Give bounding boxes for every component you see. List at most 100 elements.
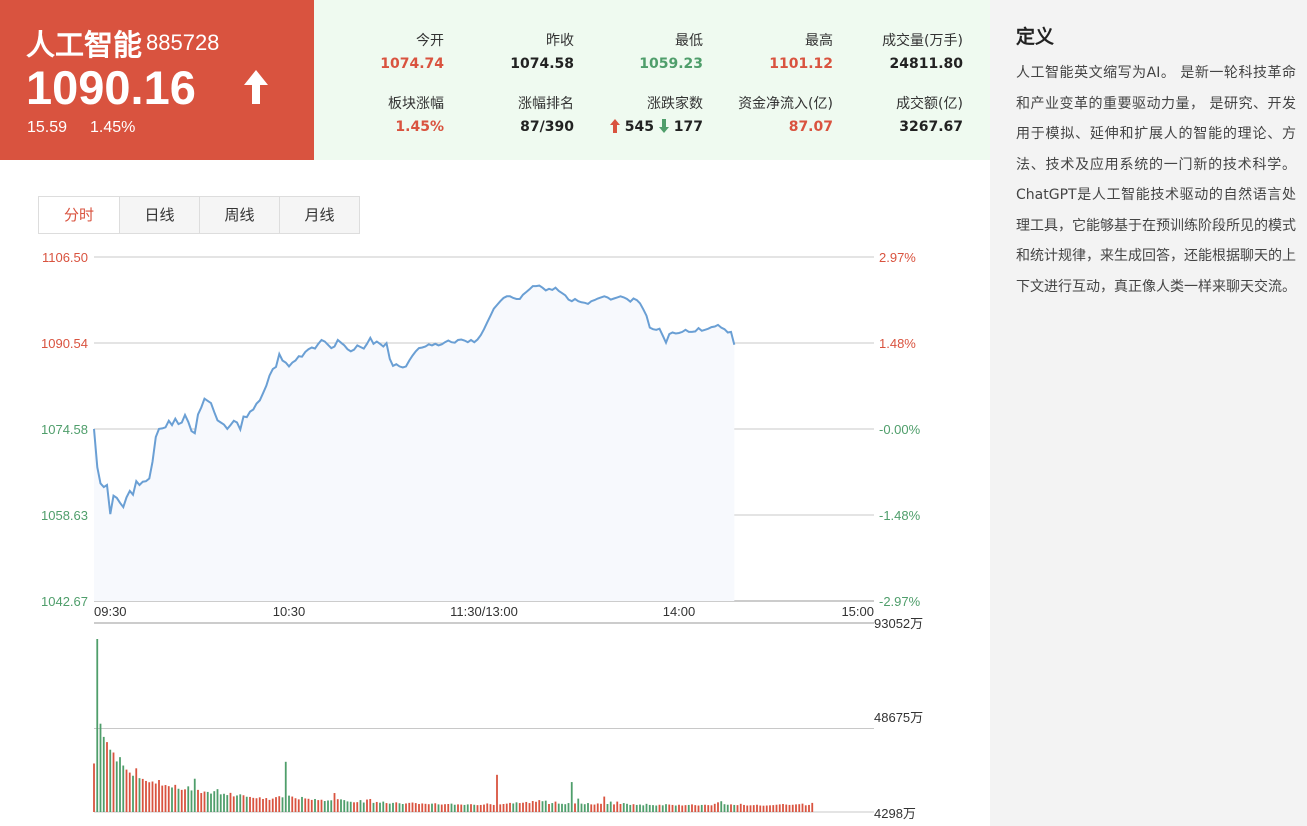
volume-bar — [535, 801, 537, 812]
volume-bar — [323, 801, 326, 812]
volume-bar — [463, 804, 466, 812]
volume-bar — [626, 803, 628, 812]
volume-bar — [307, 798, 310, 812]
volume-bar — [541, 801, 544, 812]
volume-bar — [596, 803, 599, 812]
pct-tick-label: -1.48% — [879, 508, 921, 523]
stat-label: 涨跌家数 — [647, 96, 703, 112]
volume-bar — [262, 798, 264, 812]
volume-bar — [707, 805, 710, 812]
stat-label: 昨收 — [546, 33, 574, 49]
volume-bar — [681, 805, 684, 812]
volume-bar — [112, 752, 115, 812]
volume-bar — [284, 761, 287, 812]
volume-bar — [297, 799, 300, 812]
volume-bar — [775, 804, 778, 812]
volume-bar — [642, 805, 645, 812]
volume-bar — [245, 796, 248, 812]
volume-bars — [93, 639, 814, 812]
volume-bar — [525, 801, 528, 812]
volume-bar — [128, 772, 131, 812]
tab-daily[interactable]: 日线 — [119, 197, 199, 233]
volume-bar — [219, 794, 222, 812]
price-change: 15.59 — [27, 119, 68, 136]
volume-bar — [704, 804, 706, 812]
volume-bar — [93, 763, 95, 812]
volume-bar — [778, 804, 781, 812]
volume-bar — [671, 804, 674, 812]
volume-bar — [210, 793, 212, 812]
volume-bar — [479, 804, 482, 812]
stat-advance-decline: 涨跌家数 545 177 — [543, 93, 703, 135]
volume-bar — [788, 804, 791, 812]
volume-bar — [395, 802, 398, 812]
volume-bar — [512, 803, 515, 812]
volume-bar — [736, 805, 739, 812]
volume-bar — [301, 796, 303, 812]
volume-bar — [577, 798, 580, 812]
tab-monthly[interactable]: 月线 — [279, 197, 359, 233]
volume-bar — [603, 796, 606, 812]
tab-weekly[interactable]: 周线 — [199, 197, 279, 233]
volume-bar — [317, 800, 320, 812]
volume-bar — [713, 803, 716, 812]
volume-bar — [255, 798, 258, 812]
volume-bar — [138, 778, 141, 812]
definition-title: 定义 — [1016, 26, 1055, 48]
volume-bar — [132, 775, 134, 812]
volume-bar — [652, 805, 654, 812]
volume-bar — [522, 802, 524, 812]
time-tick-label: 11:30/13:00 — [450, 604, 518, 619]
volume-bar — [658, 804, 661, 812]
volume-tick-label: 48675万 — [874, 710, 923, 725]
volume-bar — [684, 805, 687, 812]
intraday-chart: 1106.50 1090.54 1074.58 1058.63 1042.67 2.97… — [41, 250, 923, 821]
volume-bar — [502, 804, 505, 812]
volume-bar — [203, 791, 206, 812]
volume-bar — [414, 803, 417, 812]
volume-bar — [388, 803, 391, 812]
volume-bar — [294, 798, 297, 812]
volume-bar — [349, 801, 352, 812]
volume-bar — [102, 736, 105, 812]
volume-bar — [440, 804, 443, 812]
stat-value: 1.45% — [395, 119, 444, 135]
stat-turnover: 成交额(亿) 3267.67 — [803, 93, 963, 135]
volume-bar — [515, 802, 518, 812]
stat-value: 1074.74 — [380, 56, 444, 72]
volume-bar — [570, 782, 573, 812]
volume-bar — [509, 802, 511, 812]
tab-intraday[interactable]: 分时 — [39, 197, 119, 233]
volume-bar — [548, 804, 550, 812]
volume-bar — [437, 804, 440, 812]
volume-bar — [629, 804, 632, 812]
sector-name: 人工智能 — [26, 28, 143, 62]
volume-bar — [275, 797, 277, 812]
volume-bar — [619, 804, 622, 812]
volume-bar — [141, 778, 144, 812]
volume-bar — [632, 804, 635, 812]
chart-period-tabs: 分时 日线 周线 月线 — [38, 196, 360, 234]
stat-high: 最高 1101.12 — [673, 30, 833, 72]
stat-prev-close: 昨收 1074.58 — [414, 30, 574, 72]
volume-bar — [418, 804, 420, 812]
volume-bar — [496, 774, 498, 812]
volume-bar — [795, 804, 797, 812]
price-tick-label: 1042.67 — [41, 594, 88, 609]
pct-tick-label: 2.97% — [879, 250, 916, 265]
volume-bar — [752, 805, 755, 812]
stat-rank: 涨幅排名 87/390 — [414, 93, 574, 135]
volume-bar — [268, 799, 271, 812]
volume-bar — [450, 803, 453, 812]
volume-bar — [600, 803, 602, 812]
price-area — [94, 285, 735, 601]
volume-bar — [457, 804, 459, 812]
volume-bar — [229, 792, 232, 812]
volume-bar — [700, 804, 703, 812]
volume-bar — [278, 796, 281, 812]
stat-value: 1074.58 — [510, 56, 574, 72]
volume-bar — [258, 797, 261, 812]
volume-bar — [405, 803, 407, 812]
stat-value: 545 177 — [543, 119, 703, 135]
stat-value: 1101.12 — [769, 56, 833, 72]
